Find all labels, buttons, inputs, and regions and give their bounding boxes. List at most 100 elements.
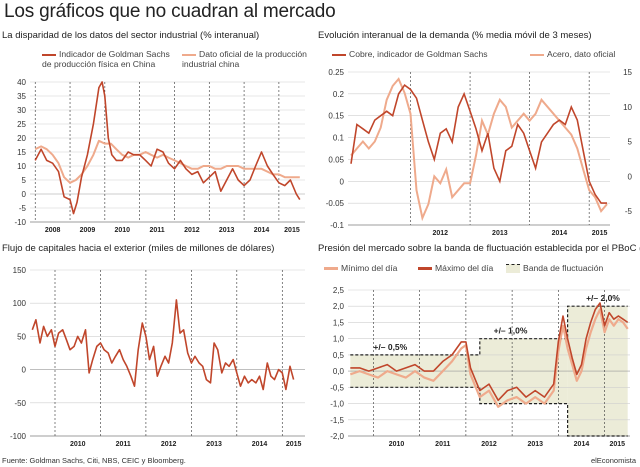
chart2-ytick-right: 15 <box>623 68 632 77</box>
chart2-ytick-left: 0 <box>340 177 345 186</box>
chart3-ytick: -100 <box>10 432 27 441</box>
legend-cobre: Cobre, indicador de Goldman Sachs <box>332 49 488 59</box>
legend-label: Acero, dato oficial <box>547 49 616 59</box>
legend-swatch <box>182 53 196 56</box>
chart3-xtick: 2015 <box>286 441 302 448</box>
chart2-ytick-left: 0.15 <box>328 112 344 121</box>
legend-label: Banda de fluctuación <box>523 263 604 273</box>
chart1-title: La disparidad de los datos del sector in… <box>2 30 260 41</box>
chart1-ytick: -5 <box>19 204 27 213</box>
chart3-ytick: 50 <box>17 332 26 341</box>
chart4-ytick: 2,0 <box>333 302 345 311</box>
brand-logo: elEconomista <box>590 456 636 465</box>
chart4-xtick: 2012 <box>481 441 497 448</box>
chart3-xtick: 2012 <box>161 441 177 448</box>
chart4-ytick: 2,5 <box>333 286 345 295</box>
chart2-title: Evolución interanual de la demanda (% me… <box>318 30 592 41</box>
legend-label: Máximo del día <box>435 263 494 273</box>
chart2-ytick-right: 10 <box>623 103 632 112</box>
chart1-xtick: 2010 <box>114 227 130 234</box>
chart3-xtick: 2010 <box>70 441 86 448</box>
chart2-xtick: 2015 <box>592 230 608 237</box>
legend-label: Indicador de Goldman Sachs de producción… <box>42 49 170 69</box>
legend-swatch <box>530 53 544 56</box>
chart2-ytick-left: -0.1 <box>330 221 344 230</box>
chart4-ytick: -0,5 <box>330 383 344 392</box>
chart2-series-cobre-line <box>350 83 607 204</box>
legend-swatch <box>418 267 432 271</box>
chart4-ytick: -1,5 <box>330 416 344 425</box>
legend-swatch <box>324 267 338 271</box>
chart4-title: Presión del mercado sobre la banda de fl… <box>318 243 640 254</box>
chart2-xtick: 2012 <box>433 230 449 237</box>
chart2-xtick: 2014 <box>552 230 568 237</box>
chart2-series-acero-line <box>350 77 608 222</box>
legend-goldman: Indicador de Goldman Sachs de producción… <box>42 49 172 69</box>
chart2-ytick-right: 0 <box>628 172 633 181</box>
chart1-series-oficial-line <box>34 139 300 184</box>
legend-acero: Acero, dato oficial <box>530 49 615 59</box>
legend-label: Cobre, indicador de Goldman Sachs <box>349 49 488 59</box>
source-note: Fuente: Goldman Sachs, Citi, NBS, CEIC y… <box>2 456 186 465</box>
chart2-xtick: 2013 <box>492 230 508 237</box>
chart1-ytick: 25 <box>17 120 26 129</box>
chart4-ytick: 0,5 <box>333 351 345 360</box>
chart1-ytick: 20 <box>17 134 26 143</box>
chart1-xtick: 2015 <box>284 227 300 234</box>
chart2-ytick-right: -5 <box>625 207 633 216</box>
legend-swatch <box>506 264 520 274</box>
chart1-ytick: 5 <box>22 176 27 185</box>
chart1-xtick: 2011 <box>149 227 164 234</box>
chart1-ytick: 15 <box>17 148 26 157</box>
chart4-annotation: +/– 2,0% <box>586 293 620 303</box>
chart3-ytick: 150 <box>13 266 27 275</box>
chart1-ytick: -10 <box>14 218 26 227</box>
page-title: Los gráficos que no cuadran al mercado <box>4 1 336 22</box>
legend-swatch <box>42 53 56 56</box>
chart1-series-goldman-line <box>34 81 301 215</box>
chart4-annotation: +/– 1,0% <box>494 326 528 336</box>
legend-label: Dato oficial de la producción industrial… <box>182 49 307 69</box>
legend-label: Mínimo del día <box>341 263 398 273</box>
legend-minimo: Mínimo del día <box>324 263 397 273</box>
chart2-ytick-left: 0.2 <box>333 90 345 99</box>
chart4-xtick: 2011 <box>435 441 450 448</box>
chart1-ytick: 40 <box>17 78 26 87</box>
chart1-xtick: 2013 <box>219 227 235 234</box>
legend-swatch <box>332 53 346 56</box>
chart3-series-flujo-line <box>31 299 295 391</box>
chart4-xtick: 2010 <box>389 441 405 448</box>
chart4-ytick: 0,0 <box>333 367 345 376</box>
chart1-xtick: 2008 <box>45 227 61 234</box>
chart2-ytick-left: 0.1 <box>333 134 345 143</box>
chart1-xtick: 2012 <box>184 227 200 234</box>
chart3-ytick: 100 <box>13 299 27 308</box>
chart4-ytick: 1,5 <box>333 318 345 327</box>
chart4-ytick: 1,0 <box>333 335 345 344</box>
legend-banda: Banda de fluctuación <box>506 263 604 274</box>
chart4-ytick: -1,0 <box>330 400 344 409</box>
chart1-ytick: 0 <box>22 190 27 199</box>
chart3-ytick: 0 <box>22 366 27 375</box>
chart3-ytick: -50 <box>14 399 26 408</box>
chart4-annotation: +/– 0,5% <box>373 342 407 352</box>
chart4-xtick: 2013 <box>527 441 543 448</box>
chart4-ytick: -2,0 <box>330 432 344 441</box>
chart4-xtick: 2014 <box>574 441 590 448</box>
chart2-ytick-left: -0.05 <box>326 199 345 208</box>
chart2-ytick-left: 0.25 <box>328 68 344 77</box>
chart2-ytick-right: 5 <box>628 138 633 147</box>
chart1-xtick: 2014 <box>254 227 270 234</box>
chart4-band-upper-edge <box>350 305 628 356</box>
legend-maximo: Máximo del día <box>418 263 493 273</box>
chart2-ytick-left: 0.05 <box>328 155 344 164</box>
chart1-ytick: 30 <box>17 106 26 115</box>
chart1-ytick: 10 <box>17 162 26 171</box>
chart4-xtick: 2015 <box>609 441 625 448</box>
legend-oficial: Dato oficial de la producción industrial… <box>182 49 312 69</box>
chart3-xtick: 2014 <box>252 441 268 448</box>
chart3-xtick: 2013 <box>206 441 222 448</box>
chart4-band-lower-edge <box>350 386 628 437</box>
chart3-xtick: 2011 <box>116 441 131 448</box>
